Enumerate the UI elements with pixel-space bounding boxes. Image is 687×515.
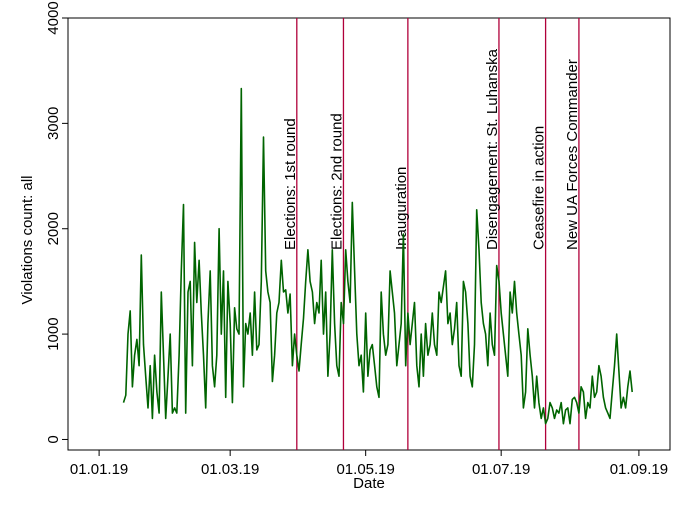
x-tick-label: 01.01.19 (70, 461, 128, 478)
event-label: Elections: 2nd round (328, 113, 345, 250)
y-tick-label: 3000 (45, 107, 62, 140)
x-tick-label: 01.07.19 (472, 461, 530, 478)
event-label: New UA Forces Commander (564, 59, 581, 250)
y-tick-label: 1000 (45, 317, 62, 350)
x-axis-label: Date (353, 475, 385, 492)
event-label: Disengagement: St. Luhanska (484, 48, 501, 250)
y-axis-label: Violations count: all (19, 176, 36, 305)
y-tick-label: 4000 (45, 1, 62, 34)
event-label: Elections: 1st round (282, 118, 299, 250)
x-tick-label: 01.05.19 (336, 461, 394, 478)
y-tick-label: 0 (45, 435, 62, 443)
x-tick-label: 01.09.19 (610, 461, 668, 478)
event-label: Ceasefire in action (531, 126, 548, 250)
x-tick-label: 01.03.19 (201, 461, 259, 478)
event-label: Inauguration (393, 167, 410, 250)
y-tick-label: 2000 (45, 212, 62, 245)
series-line-violations (122, 87, 633, 425)
